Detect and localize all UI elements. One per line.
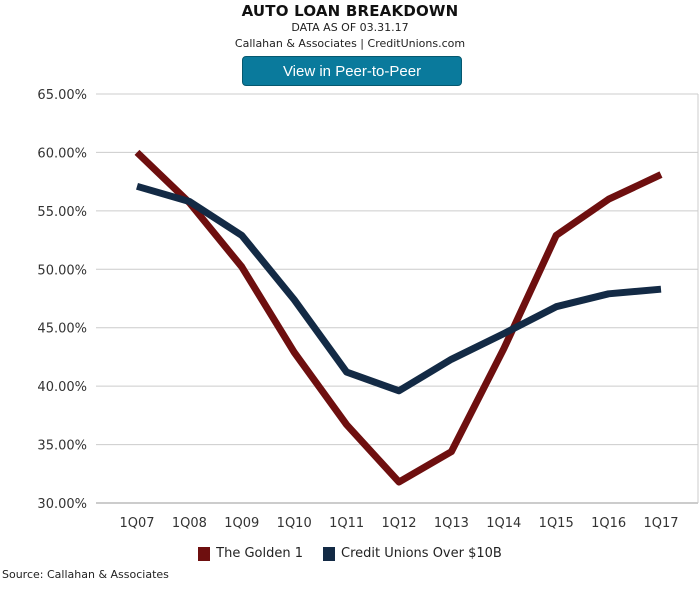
source-note: Source: Callahan & Associates bbox=[2, 568, 169, 581]
x-tick-label: 1Q16 bbox=[591, 516, 626, 531]
x-tick-label: 1Q13 bbox=[434, 516, 469, 531]
legend: The Golden 1 Credit Unions Over $10B bbox=[0, 546, 700, 561]
x-tick-label: 1Q17 bbox=[643, 516, 678, 531]
x-tick-label: 1Q15 bbox=[539, 516, 574, 531]
legend-swatch bbox=[323, 546, 335, 561]
y-tick-label: 65.00% bbox=[37, 88, 87, 103]
line-chart: 30.00% 35.00% 40.00% 45.00% 50.00% 55.00% 60.0… bbox=[37, 88, 699, 531]
y-axis-ticks: 30.00% 35.00% 40.00% 45.00% 50.00% 55.00% 60.0… bbox=[37, 88, 87, 512]
view-in-peer-to-peer-button[interactable]: View in Peer-to-Peer bbox=[242, 56, 462, 86]
y-tick-label: 60.00% bbox=[37, 146, 87, 161]
y-tick-label: 30.00% bbox=[37, 497, 87, 512]
legend-label: Credit Unions Over $10B bbox=[341, 546, 502, 561]
chart-title: AUTO LOAN BREAKDOWN bbox=[241, 2, 459, 20]
grid-lines bbox=[96, 93, 699, 504]
data-date: DATA AS OF 03.31.17 bbox=[291, 21, 409, 34]
y-tick-label: 55.00% bbox=[37, 205, 87, 220]
series-line-1 bbox=[134, 149, 663, 486]
x-tick-label: 1Q12 bbox=[381, 516, 416, 531]
legend-label: The Golden 1 bbox=[216, 546, 303, 561]
legend-item-1[interactable]: The Golden 1 bbox=[198, 546, 303, 561]
y-tick-label: 35.00% bbox=[37, 439, 87, 454]
credit-line: Callahan & Associates | CreditUnions.com bbox=[234, 37, 466, 50]
x-tick-label: 1Q14 bbox=[486, 516, 521, 531]
legend-item-2[interactable]: Credit Unions Over $10B bbox=[323, 546, 502, 561]
x-tick-label: 1Q08 bbox=[172, 516, 207, 531]
x-tick-label: 1Q09 bbox=[224, 516, 259, 531]
series-line-2 bbox=[136, 182, 662, 395]
legend-swatch bbox=[198, 546, 211, 561]
x-tick-label: 1Q07 bbox=[119, 516, 154, 531]
x-axis-ticks: 1Q07 1Q08 1Q09 1Q10 1Q11 1Q12 1Q13 1Q14 1Q15 1Q16… bbox=[119, 516, 678, 531]
series-group bbox=[134, 149, 663, 486]
x-tick-label: 1Q10 bbox=[277, 516, 312, 531]
y-tick-label: 40.00% bbox=[37, 380, 87, 395]
x-tick-label: 1Q11 bbox=[329, 516, 364, 531]
y-tick-label: 45.00% bbox=[37, 322, 87, 337]
y-tick-label: 50.00% bbox=[37, 263, 87, 278]
